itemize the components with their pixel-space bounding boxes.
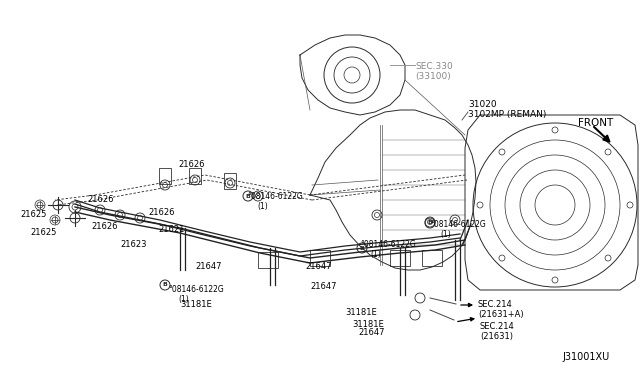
- Text: °08146-6122G: °08146-6122G: [430, 220, 486, 229]
- Text: 21647: 21647: [195, 262, 221, 271]
- Text: FRONT: FRONT: [578, 118, 613, 128]
- Text: 21621: 21621: [158, 225, 184, 234]
- Text: SEC.214: SEC.214: [478, 300, 513, 309]
- Text: (21631): (21631): [480, 332, 513, 341]
- Bar: [224, 173, 236, 189]
- Bar: [390, 250, 410, 266]
- Text: (1): (1): [178, 295, 189, 304]
- Bar: [258, 252, 278, 268]
- Text: B: B: [246, 193, 250, 199]
- Text: (1): (1): [370, 250, 381, 259]
- Text: 21626: 21626: [87, 195, 113, 204]
- Text: (1): (1): [440, 230, 451, 239]
- Bar: [159, 168, 171, 184]
- Text: 21647: 21647: [310, 282, 337, 291]
- Text: B: B: [163, 282, 168, 288]
- Bar: [189, 168, 201, 184]
- Text: (33100): (33100): [415, 72, 451, 81]
- Text: (1): (1): [257, 202, 268, 211]
- Text: SEC.330: SEC.330: [415, 62, 452, 71]
- Text: 21625: 21625: [30, 228, 56, 237]
- Text: B: B: [360, 246, 364, 250]
- Text: 31181E: 31181E: [180, 300, 212, 309]
- Text: °08146-6122G: °08146-6122G: [247, 192, 303, 201]
- Text: SEC.214: SEC.214: [480, 322, 515, 331]
- Text: 21626: 21626: [148, 208, 175, 217]
- Bar: [422, 250, 442, 266]
- Text: °08146-6122G: °08146-6122G: [168, 285, 224, 294]
- Text: 21623: 21623: [120, 240, 147, 249]
- Bar: [310, 250, 330, 266]
- Text: B: B: [428, 221, 433, 225]
- Text: 31181E: 31181E: [345, 308, 377, 317]
- Text: 21625: 21625: [20, 210, 46, 219]
- Text: 21626: 21626: [91, 222, 118, 231]
- Text: 21647: 21647: [305, 262, 332, 271]
- Text: (21631+A): (21631+A): [478, 310, 524, 319]
- Text: 3102MP (REMAN): 3102MP (REMAN): [468, 110, 547, 119]
- Text: 31181E: 31181E: [352, 320, 384, 329]
- Text: J31001XU: J31001XU: [562, 352, 609, 362]
- Text: 21647: 21647: [358, 328, 385, 337]
- Text: 21626: 21626: [178, 160, 205, 169]
- Text: 31020: 31020: [468, 100, 497, 109]
- Text: °08146-6122G: °08146-6122G: [360, 240, 416, 249]
